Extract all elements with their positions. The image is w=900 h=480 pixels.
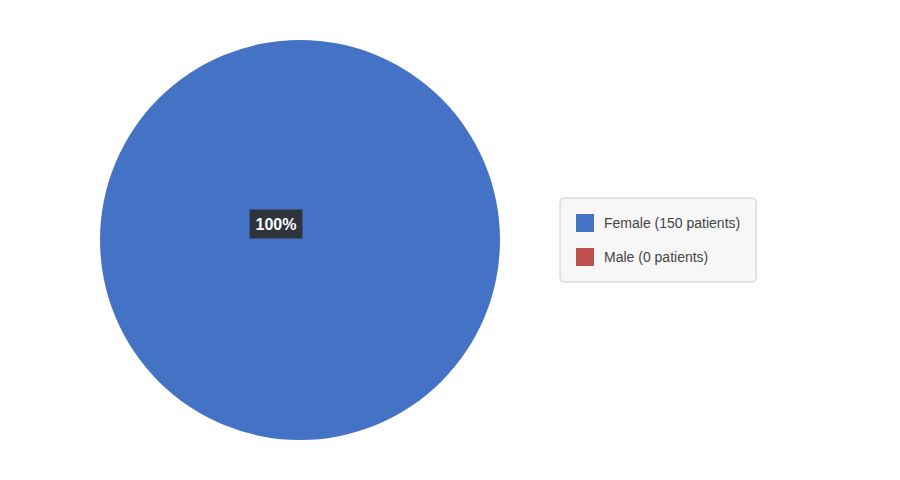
legend-label: Male (0 patients) — [604, 249, 708, 265]
legend: Female (150 patients) Male (0 patients) — [560, 198, 756, 282]
chart-container: 100% Female (150 patients) Male (0 patient… — [0, 0, 900, 480]
legend-swatch — [576, 248, 594, 266]
chart: 100% Female (150 patients) Male (0 patient… — [0, 0, 900, 480]
legend-frame — [560, 198, 756, 282]
pie — [100, 40, 500, 440]
annotation-box — [250, 210, 303, 239]
pie-slice — [100, 40, 500, 440]
legend-swatch — [576, 214, 594, 232]
annotation: 100% — [256, 216, 297, 233]
annotation-group: 100% — [250, 210, 303, 239]
legend-label: Female (150 patients) — [604, 215, 740, 231]
